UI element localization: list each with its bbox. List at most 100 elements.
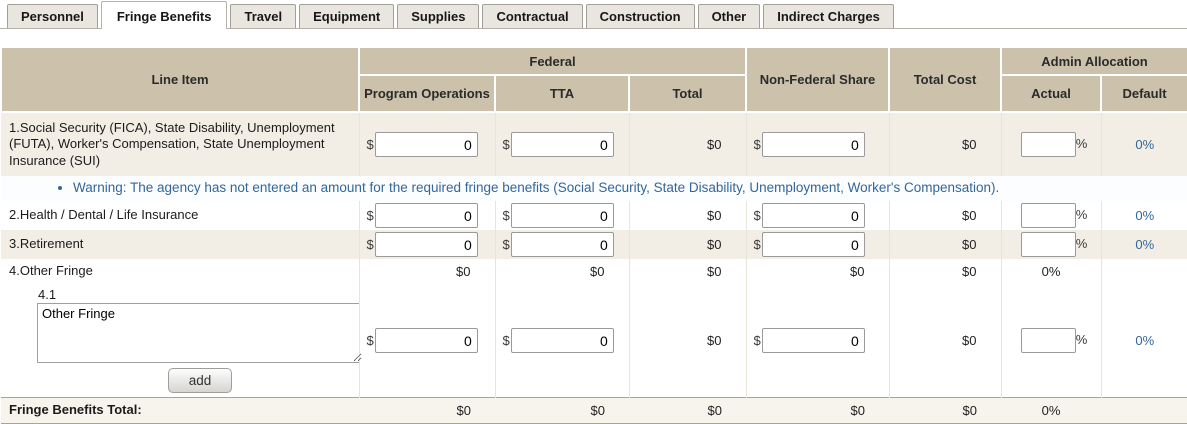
row4-non-federal: $0 [746,259,890,284]
table-row-health-dental-life: 2.Health / Dental / Life Insurance $ $ $… [1,201,1187,230]
row3-program-operations-cell: $ [359,230,496,259]
total-actual: 0% [1001,397,1101,424]
col-header-admin-allocation: Admin Allocation [1000,46,1187,76]
tab-travel[interactable]: Travel [230,4,297,28]
row3-default: 0% [1101,230,1187,259]
add-other-fringe-button[interactable]: add [167,368,233,393]
currency-symbol: $ [502,333,510,348]
row1-tta-input[interactable] [510,132,614,157]
row41-total-cost: $0 [889,284,1002,398]
currency-symbol: $ [753,137,761,152]
row3-program-operations-input[interactable] [374,232,478,257]
currency-symbol: $ [366,208,374,223]
row41-non-federal-cell: $ [746,284,890,398]
warning-message: Warning: The agency has not entered an a… [73,180,1187,195]
budget-table: Line Item Federal Non-Federal Share Tota… [0,46,1187,424]
row2-default: 0% [1101,201,1187,230]
col-header-default: Default [1100,74,1187,113]
col-header-actual: Actual [1000,74,1102,113]
warning-cell: Warning: The agency has not entered an a… [1,176,1187,201]
row2-program-operations-cell: $ [359,201,496,230]
row4-federal-total: $0 [629,259,747,284]
table-row-other-fringe: 4.Other Fringe $0 $0 $0 $0 $0 0% [1,259,1187,284]
row1-non-federal-input[interactable] [761,132,865,157]
row1-actual-input[interactable] [1020,132,1076,157]
tab-personnel[interactable]: Personnel [7,4,98,28]
table-row-social-security: 1.Social Security (FICA), State Disabili… [1,112,1187,176]
total-tta: $0 [495,397,629,424]
row41-number: 4.1 [38,287,57,302]
row41-lineitem-cell: 4.1 Other Fringe add [1,284,363,398]
col-header-program-operations: Program Operations [358,74,496,113]
warning-row: Warning: The agency has not entered an a… [1,176,1187,201]
total-non-federal: $0 [746,397,889,424]
header-row-top: Line Item Federal Non-Federal Share Tota… [0,46,1187,113]
row41-tta-cell: $ [495,284,630,398]
row1-non-federal-cell: $ [746,112,890,176]
row1-program-operations-cell: $ [359,112,496,176]
row2-non-federal-input[interactable] [761,203,865,228]
table-row-retirement: 3.Retirement $ $ $0 $ $0 % 0% [1,230,1187,259]
row41-non-federal-input[interactable] [761,328,865,353]
row1-federal-total: $0 [629,112,747,176]
fringe-benefits-panel: Line Item Federal Non-Federal Share Tota… [0,46,1187,424]
tab-bar: Personnel Fringe Benefits Travel Equipme… [0,0,1187,29]
row1-program-operations-input[interactable] [374,132,478,157]
tab-contractual[interactable]: Contractual [482,4,583,28]
tab-fringe-benefits[interactable]: Fringe Benefits [100,1,228,29]
row2-actual-cell: % [1001,201,1102,230]
row2-non-federal-cell: $ [746,201,890,230]
row3-actual-input[interactable] [1020,232,1076,257]
col-header-non-federal-share: Non-Federal Share [745,46,890,113]
currency-symbol: $ [366,237,374,252]
col-header-line-item: Line Item [0,46,360,113]
row3-total-cost: $0 [889,230,1002,259]
currency-symbol: $ [502,137,510,152]
total-federal-total: $0 [629,397,746,424]
row3-tta-input[interactable] [510,232,614,257]
row2-tta-cell: $ [495,201,630,230]
currency-symbol: $ [753,208,761,223]
row2-total-cost: $0 [889,201,1002,230]
tab-equipment[interactable]: Equipment [299,4,395,28]
row2-label: 2.Health / Dental / Life Insurance [1,201,360,230]
row2-program-operations-input[interactable] [374,203,478,228]
row3-label: 3.Retirement [1,230,360,259]
row4-tta: $0 [495,259,630,284]
percent-sign: % [1075,206,1088,222]
row2-actual-input[interactable] [1020,203,1076,228]
row1-actual-cell: % [1001,112,1102,176]
table-row-other-fringe-detail: 4.1 Other Fringe add $ $ $0 $ $0 % 0% [1,284,1187,398]
currency-symbol: $ [366,137,374,152]
tab-construction[interactable]: Construction [585,4,695,28]
row41-actual-input[interactable] [1020,328,1076,353]
col-header-federal: Federal [358,46,747,76]
row3-actual-cell: % [1001,230,1102,259]
row41-tta-input[interactable] [510,328,614,353]
row41-federal-total: $0 [629,284,747,398]
row4-program-operations: $0 [359,259,496,284]
col-header-tta: TTA [494,74,630,113]
currency-symbol: $ [502,237,510,252]
row4-actual: 0% [1001,259,1102,284]
row41-program-operations-input[interactable] [374,328,478,353]
row3-non-federal-input[interactable] [761,232,865,257]
row2-federal-total: $0 [629,201,747,230]
percent-sign: % [1075,135,1088,151]
currency-symbol: $ [366,333,374,348]
fringe-benefits-total-row: Fringe Benefits Total: $0 $0 $0 $0 $0 0% [1,397,1187,424]
row1-tta-cell: $ [495,112,630,176]
tab-supplies[interactable]: Supplies [397,4,480,28]
row4-default [1101,259,1187,284]
total-program-operations: $0 [359,397,495,424]
tab-indirect-charges[interactable]: Indirect Charges [763,4,894,28]
tab-other[interactable]: Other [697,4,761,28]
col-header-total-cost: Total Cost [888,46,1002,113]
header-row-sub: Program Operations TTA Total Actual Defa… [1,74,1187,113]
currency-symbol: $ [753,237,761,252]
row1-default: 0% [1101,112,1187,176]
row2-tta-input[interactable] [510,203,614,228]
row1-label: 1.Social Security (FICA), State Disabili… [1,112,360,176]
other-fringe-description-textarea[interactable]: Other Fringe [37,303,363,363]
row41-default: 0% [1101,284,1187,398]
